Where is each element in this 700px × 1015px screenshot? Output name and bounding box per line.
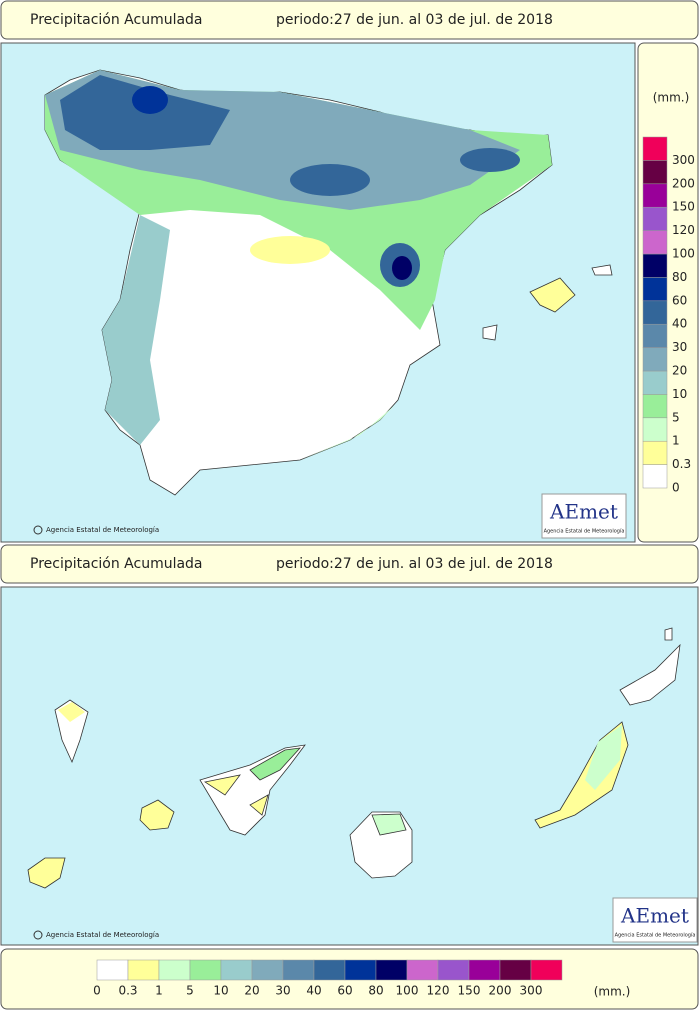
legend-swatch (642, 323, 668, 348)
legend-swatch (642, 277, 668, 302)
legend-swatch (158, 959, 191, 981)
legend-swatch (530, 959, 563, 981)
legend-swatch (313, 959, 346, 981)
legend-swatch (375, 959, 408, 981)
bottom-legend: 0 0.3 1 5 10 20 30 40 60 80 100 120 150 200 300 (93, 959, 563, 998)
legend-label: 0 (672, 481, 680, 495)
canary-islands (27, 627, 681, 889)
legend-swatch (642, 136, 668, 161)
map-frame (0, 586, 699, 946)
legend-label: 60 (672, 293, 687, 307)
legend-label: 80 (368, 984, 383, 998)
legend-label: 1 (672, 434, 680, 448)
legend-swatch (406, 959, 439, 981)
legend-label: 300 (520, 984, 543, 998)
legend-swatch (642, 440, 668, 465)
legend-label: 5 (186, 984, 194, 998)
legend-label: 20 (244, 984, 259, 998)
header-title: Precipitación Acumulada (30, 556, 203, 572)
header-panel (0, 0, 699, 40)
legend-swatch (642, 464, 668, 489)
legend-label: 10 (213, 984, 228, 998)
legend-label: 300 (672, 153, 695, 167)
logo-subtitle: Agencia Estatal de Meteorología (544, 528, 625, 535)
legend-swatch (642, 160, 668, 185)
legend-swatch (127, 959, 160, 981)
logo-text: AEmet (620, 904, 689, 928)
legend-label: 40 (672, 317, 687, 331)
legend-label: 80 (672, 270, 687, 284)
legend-label: 0.3 (118, 984, 137, 998)
legend-swatch (282, 959, 315, 981)
map-credit: Agencia Estatal de Meteorología (46, 931, 159, 939)
copyright-icon (33, 525, 43, 535)
legend-label: 0.3 (672, 457, 691, 471)
header-panel (0, 544, 699, 584)
logo-box (541, 493, 627, 539)
logo-box (612, 897, 698, 943)
legend-label: 200 (489, 984, 512, 998)
precip-areas (45, 70, 552, 460)
legend-swatch (437, 959, 470, 981)
header-title: Precipitación Acumulada (30, 12, 203, 28)
legend-swatch (642, 370, 668, 395)
side-legend: 0 0.3 1 5 10 20 30 40 60 80 100 120 150 200 300 (642, 136, 695, 495)
legend-swatch (251, 959, 284, 981)
legend-label: 0 (93, 984, 101, 998)
map-credit: Agencia Estatal de Meteorología (46, 526, 159, 534)
legend-unit: (mm.) (653, 91, 690, 105)
legend-swatch (642, 417, 668, 442)
legend-label: 200 (672, 176, 695, 190)
logo-subtitle: Agencia Estatal de Meteorología (615, 932, 696, 939)
copyright-icon (33, 930, 43, 940)
legend-swatch (642, 347, 668, 372)
legend-swatch (642, 253, 668, 278)
balearics (482, 264, 613, 341)
legend-label: 20 (672, 364, 687, 378)
legend-label: 10 (672, 387, 687, 401)
legend-swatch (189, 959, 222, 981)
legend-swatch (499, 959, 532, 981)
legend-label: 30 (275, 984, 290, 998)
legend-label: 120 (427, 984, 450, 998)
legend-swatch (96, 959, 129, 981)
legend-label: 1 (155, 984, 163, 998)
legend-label: 40 (306, 984, 321, 998)
logo-text: AEmet (549, 500, 618, 524)
legend-swatch (642, 183, 668, 208)
legend-swatch (642, 300, 668, 325)
legend-label: 30 (672, 340, 687, 354)
legend-label: 100 (396, 984, 419, 998)
legend-label: 120 (672, 223, 695, 237)
legend-label: 150 (672, 200, 695, 214)
legend-swatch (468, 959, 501, 981)
legend-swatch (642, 206, 668, 231)
legend-label: 60 (337, 984, 352, 998)
legend-unit: (mm.) (594, 985, 631, 999)
legend-swatch (220, 959, 253, 981)
legend-label: 5 (672, 410, 680, 424)
legend-label: 150 (458, 984, 481, 998)
legend-label: 100 (672, 247, 695, 261)
legend-swatch (344, 959, 377, 981)
header-period: periodo:27 de jun. al 03 de jul. de 2018 (276, 556, 553, 572)
legend-swatch (642, 394, 668, 419)
header-period: periodo:27 de jun. al 03 de jul. de 2018 (276, 12, 553, 28)
legend-swatch (642, 230, 668, 255)
